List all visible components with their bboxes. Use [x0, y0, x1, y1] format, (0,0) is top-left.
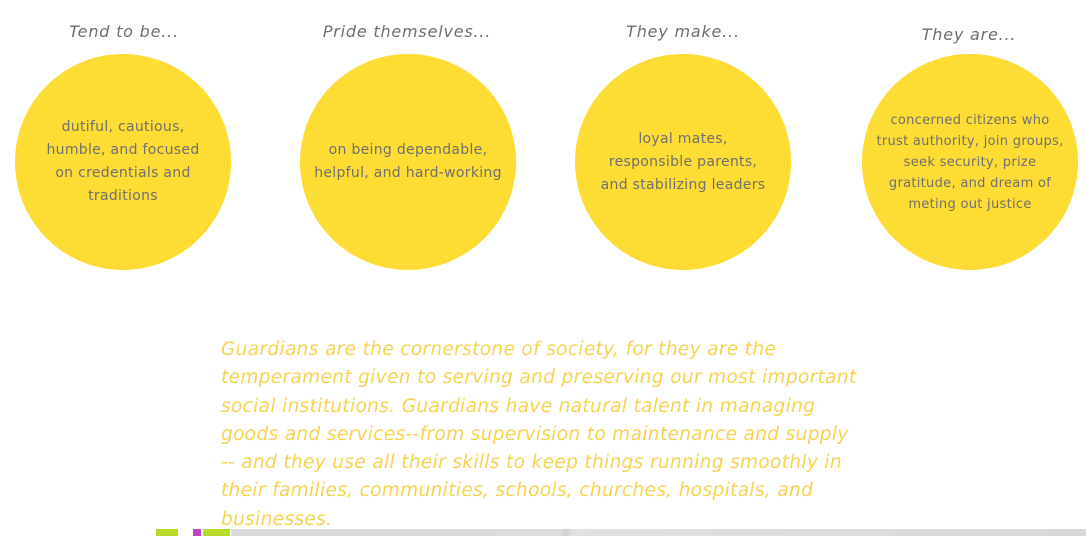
trait-heading: They make... [626, 22, 740, 41]
trait-heading: Pride themselves... [322, 22, 492, 41]
guardian-description: Guardians are the cornerstone of society… [221, 339, 857, 530]
trait-description: loyal mates, responsible parents, and st… [600, 130, 766, 193]
bottom-content-strip [0, 529, 1086, 536]
trait-heading: Tend to be... [69, 22, 179, 41]
decorative-mark [193, 529, 201, 536]
decorative-mark [156, 529, 178, 536]
trait-circle: on being dependable, helpful, and hard-w… [300, 54, 516, 270]
trait-heading: They are... [921, 25, 1017, 44]
trait-description: on being dependable, helpful, and hard-w… [314, 142, 502, 181]
decorative-mark [203, 529, 230, 536]
trait-column-they-make: They make... loyal mates, responsible pa… [573, 0, 793, 280]
trait-column-pride-themselves: Pride themselves... on being dependable,… [297, 0, 517, 280]
trait-circle: dutiful, cautious, humble, and focused o… [15, 54, 231, 270]
trait-circle: concerned citizens who trust authority, … [862, 54, 1078, 270]
trait-circle: loyal mates, responsible parents, and st… [575, 54, 791, 270]
trait-column-they-are: They are... concerned citizens who trust… [859, 0, 1079, 280]
trait-description: dutiful, cautious, humble, and focused o… [46, 119, 200, 204]
trait-column-tend-to-be: Tend to be... dutiful, cautious, humble,… [14, 0, 234, 280]
trait-description: concerned citizens who trust authority, … [876, 112, 1064, 212]
